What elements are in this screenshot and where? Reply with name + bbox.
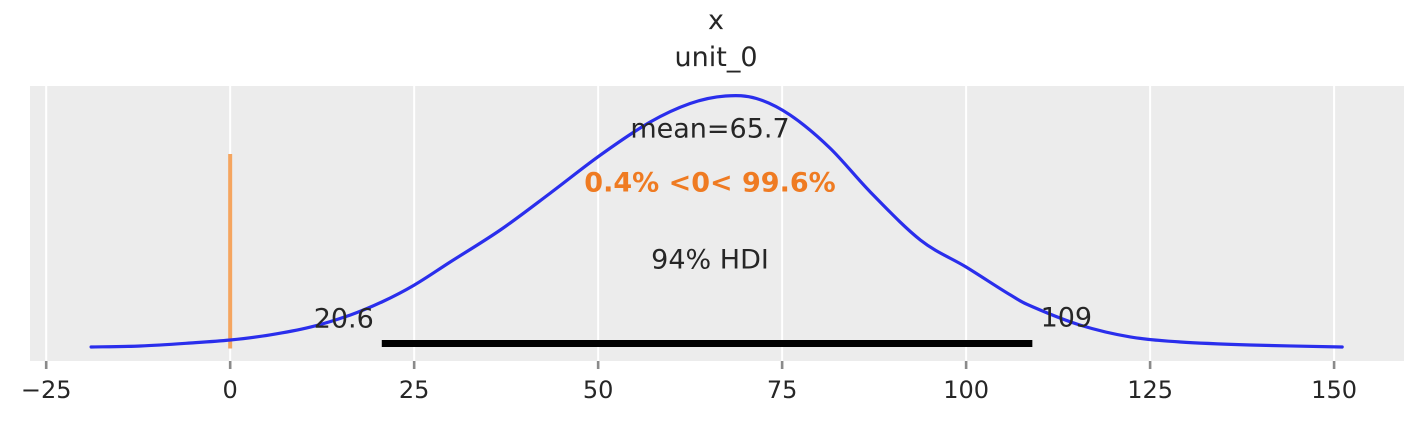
plot-title: x unit_0	[675, 2, 758, 76]
plot-area	[30, 86, 1404, 361]
annotation-hdi-lower: 20.6	[313, 303, 374, 335]
x-tick-label: 150	[1311, 376, 1357, 404]
x-tick-label: 100	[943, 376, 990, 404]
annotation-ref-val: 0.4% <0< 99.6%	[584, 167, 836, 199]
x-tick-label: 0	[222, 376, 238, 404]
x-tick-label: 125	[1127, 376, 1173, 404]
annotation-hdi-label: 94% HDI	[651, 244, 769, 276]
x-tick-label: 50	[582, 376, 614, 404]
plot-title-coordinate: unit_0	[674, 42, 758, 73]
x-tick-label: 25	[398, 376, 430, 404]
annotation-hdi-upper: 109	[1040, 302, 1093, 334]
annotation-mean: mean=65.7	[630, 113, 790, 145]
plot-title-variable: x	[708, 5, 724, 36]
kde-curve	[89, 93, 1344, 349]
x-tick-label: 75	[766, 376, 798, 404]
x-tick-label: −25	[20, 376, 72, 404]
